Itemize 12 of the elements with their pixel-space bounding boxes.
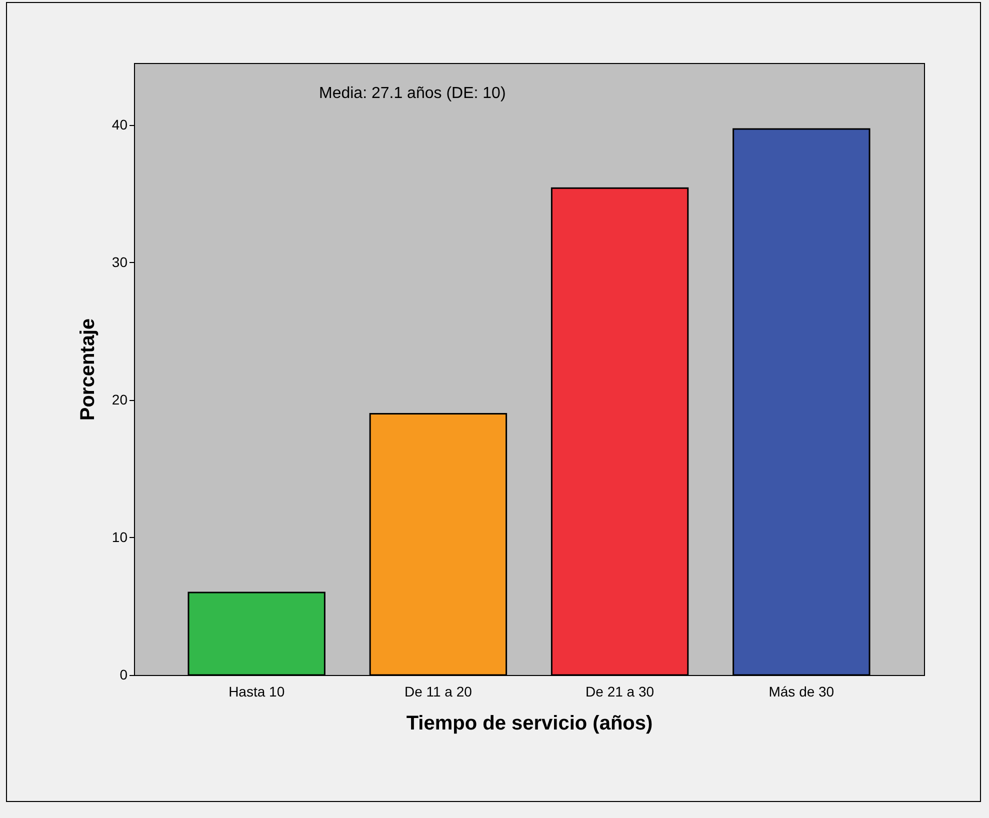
x-tick-label: De 21 a 30: [586, 684, 654, 700]
y-tick-label: 20: [112, 391, 128, 408]
x-axis-title: Tiempo de servicio (años): [406, 712, 653, 734]
y-tick-label: 40: [112, 116, 128, 132]
y-tick-label: 10: [112, 528, 128, 545]
x-tick-label: De 11 a 20: [404, 684, 472, 700]
x-tick-label: Hasta 10: [228, 684, 285, 700]
y-tick-label: 0: [120, 666, 128, 682]
y-tick-label: 30: [112, 254, 128, 270]
x-tick-label: Más de 30: [768, 684, 834, 700]
annotation: Media: 27.1 años (DE: 10): [319, 85, 506, 102]
y-axis-title: Porcentaje: [76, 318, 99, 421]
